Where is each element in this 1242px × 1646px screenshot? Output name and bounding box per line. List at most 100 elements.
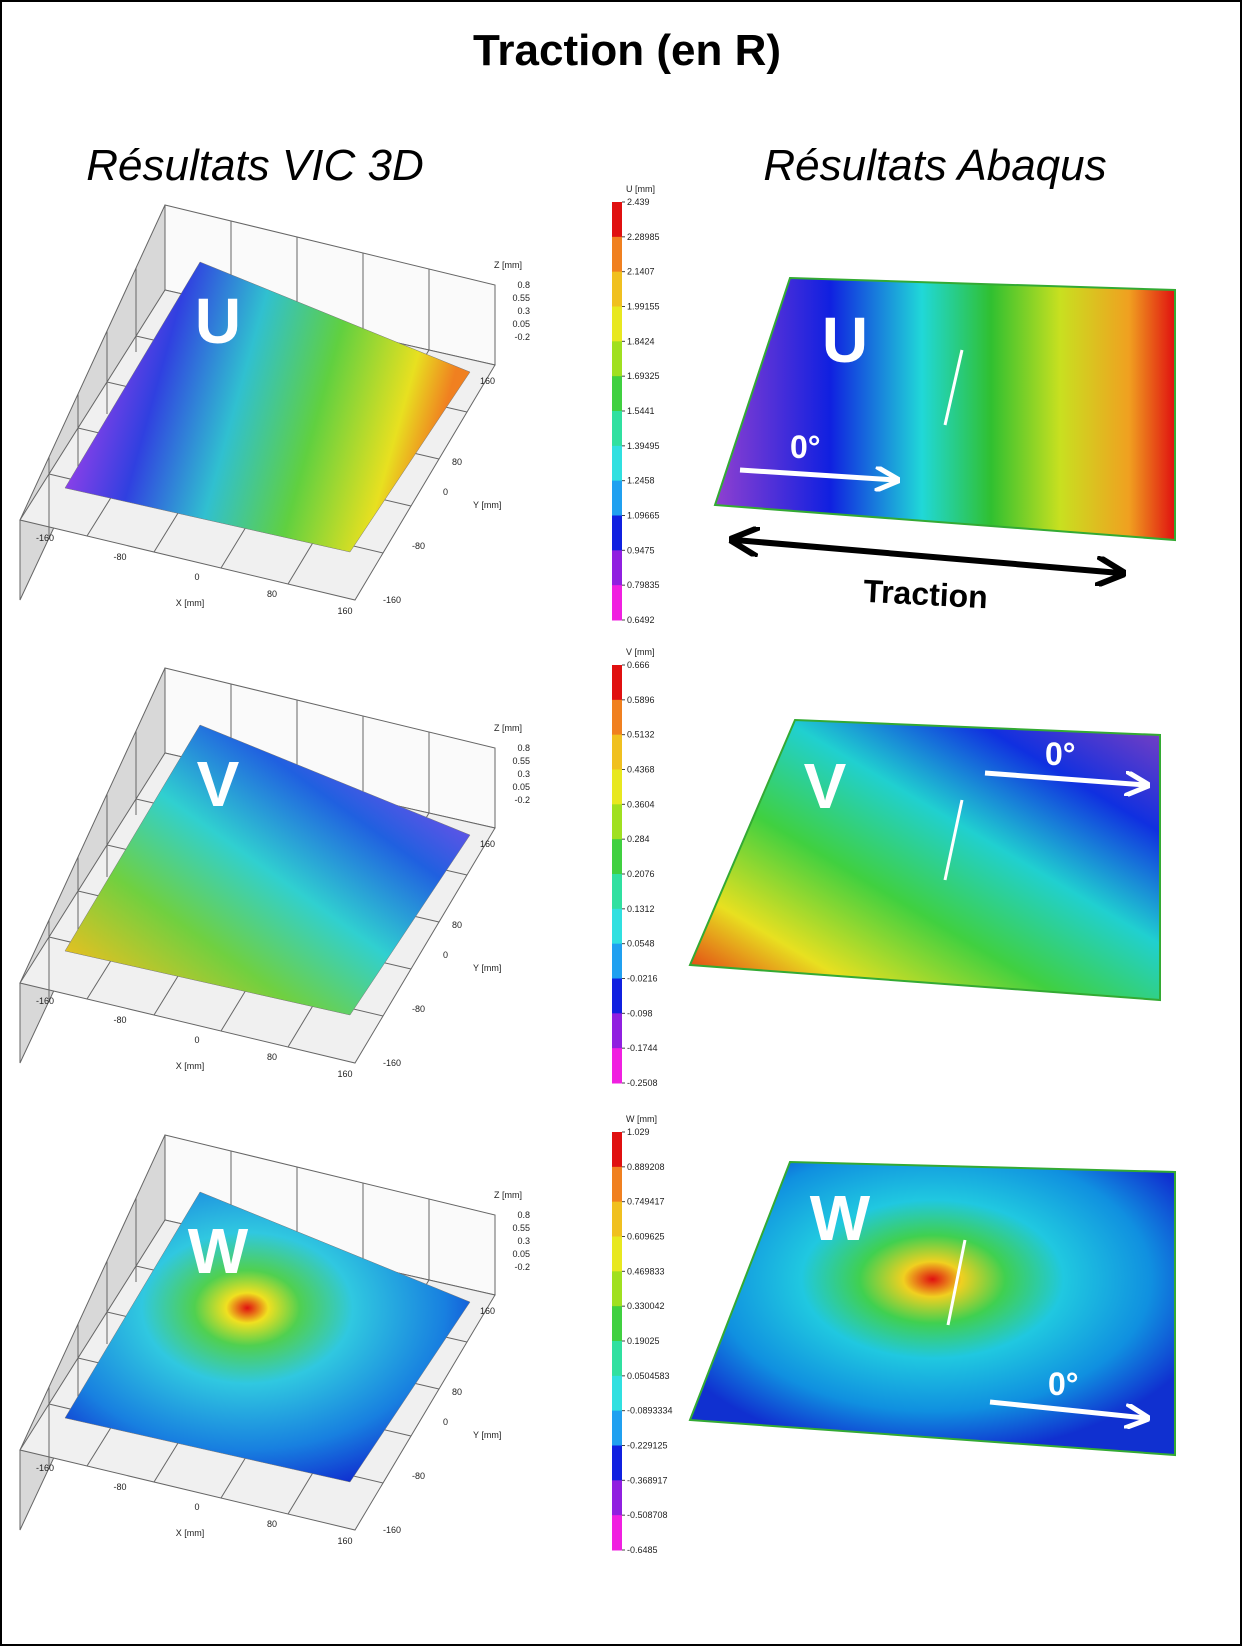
x-tick-label: -80 bbox=[113, 552, 126, 562]
abaqus-plate bbox=[688, 1160, 1176, 1457]
colorbar-tick-label: -0.368917 bbox=[627, 1475, 668, 1485]
axis-title: X [mm] bbox=[176, 1528, 205, 1538]
z-tick-label: 0.55 bbox=[512, 1223, 530, 1233]
crack bbox=[943, 799, 964, 881]
colorbar-band bbox=[612, 908, 622, 945]
y-tick-label: 80 bbox=[452, 1387, 462, 1397]
y-tick-label: -160 bbox=[383, 1525, 401, 1535]
colorbar-band bbox=[612, 1515, 622, 1551]
colorbar-title: W [mm] bbox=[626, 1114, 657, 1124]
colorbar-band bbox=[612, 943, 622, 979]
axis-title: X [mm] bbox=[176, 598, 205, 608]
colorbar-band bbox=[612, 1306, 622, 1342]
abaqus-plate bbox=[713, 276, 1176, 542]
colorbar-band bbox=[612, 734, 622, 770]
colorbar-tick-label: 1.69325 bbox=[627, 371, 660, 381]
vic-label: W bbox=[188, 1215, 249, 1287]
colorbar-band bbox=[612, 585, 622, 621]
y-tick-label: -80 bbox=[412, 1004, 425, 1014]
colorbar-tick-label: -0.0893334 bbox=[627, 1406, 673, 1416]
colorbar-band bbox=[612, 804, 622, 840]
x-tick-label: 80 bbox=[267, 1519, 277, 1529]
colorbar-tick-label: 1.09665 bbox=[627, 511, 660, 521]
colorbar-band bbox=[612, 1375, 622, 1412]
colorbar-tick-label: 1.2458 bbox=[627, 476, 655, 486]
axis-title: Z [mm] bbox=[494, 723, 522, 733]
angle-label: 0° bbox=[790, 429, 821, 465]
z-tick-label: 0.05 bbox=[512, 1249, 530, 1259]
colorbar-tick-label: -0.2508 bbox=[627, 1078, 658, 1088]
colorbar-band bbox=[612, 1445, 622, 1481]
z-tick-label: 0.8 bbox=[517, 280, 530, 290]
colorbar-band bbox=[612, 515, 622, 551]
colorbar-tick-label: 0.5132 bbox=[627, 730, 655, 740]
vic-surface bbox=[64, 724, 471, 1016]
z-tick-label: -0.2 bbox=[514, 332, 530, 342]
colorbar-band bbox=[612, 978, 622, 1014]
x-tick-label: 80 bbox=[267, 589, 277, 599]
abaqus-plate bbox=[688, 718, 1161, 1002]
colorbar-tick-label: 2.28985 bbox=[627, 232, 660, 242]
colorbar-tick-label: 0.2076 bbox=[627, 869, 655, 879]
colorbar-tick-label: 0.6492 bbox=[627, 615, 655, 625]
axis-title: X [mm] bbox=[176, 1061, 205, 1071]
colorbar-tick-label: 0.9475 bbox=[627, 545, 655, 555]
colorbar-tick-label: -0.229125 bbox=[627, 1441, 668, 1451]
colorbar-tick-label: 2.439 bbox=[627, 197, 650, 207]
colorbar-band bbox=[612, 1048, 622, 1084]
panel-row: W Z [mm] 0.8 0.55 0.3 0.05 -0.2 160 80 0 -80 -160 Y … bbox=[19, 1114, 673, 1555]
abaqus-label: V bbox=[804, 750, 847, 822]
colorbar-band bbox=[612, 769, 622, 805]
traction-arrow bbox=[735, 540, 1120, 573]
traction-label: Traction bbox=[862, 573, 988, 615]
y-tick-label: -160 bbox=[383, 595, 401, 605]
colorbar-band bbox=[612, 1341, 622, 1377]
y-tick-label: 0 bbox=[443, 487, 448, 497]
colorbar-title: V [mm] bbox=[626, 647, 655, 657]
colorbar-band bbox=[612, 1166, 622, 1203]
colorbar-tick-label: 1.99155 bbox=[627, 302, 660, 312]
direction-arrow bbox=[739, 470, 895, 480]
colorbar-tick-label: -0.1744 bbox=[627, 1043, 658, 1053]
colorbar-tick-label: -0.6485 bbox=[627, 1545, 658, 1555]
colorbar-band bbox=[612, 1013, 622, 1049]
colorbar-tick-label: 0.3604 bbox=[627, 799, 655, 809]
z-tick-label: 0.3 bbox=[517, 1236, 530, 1246]
x-tick-label: 160 bbox=[337, 606, 352, 616]
colorbar-tick-label: 0.1312 bbox=[627, 904, 655, 914]
colorbar-band bbox=[612, 411, 622, 447]
y-tick-label: 0 bbox=[443, 950, 448, 960]
y-tick-label: -160 bbox=[383, 1058, 401, 1068]
vic-label: V bbox=[197, 748, 240, 820]
colorbar-tick-label: 0.469833 bbox=[627, 1266, 665, 1276]
axis-title: Z [mm] bbox=[494, 260, 522, 270]
x-tick-label: 0 bbox=[194, 1502, 199, 1512]
abaqus-label: U bbox=[822, 304, 868, 376]
x-tick-label: 80 bbox=[267, 1052, 277, 1062]
x-tick-label: 160 bbox=[337, 1536, 352, 1546]
x-tick-label: 0 bbox=[194, 572, 199, 582]
z-tick-label: 0.8 bbox=[517, 743, 530, 753]
x-tick-label: -160 bbox=[36, 533, 54, 543]
z-tick-label: 0.3 bbox=[517, 306, 530, 316]
axis-title: Y [mm] bbox=[473, 500, 501, 510]
x-tick-label: -160 bbox=[36, 1463, 54, 1473]
colorbar-title: U [mm] bbox=[626, 184, 655, 194]
colorbar-band bbox=[612, 306, 622, 342]
x-tick-label: 0 bbox=[194, 1035, 199, 1045]
x-tick-label: -80 bbox=[113, 1015, 126, 1025]
title: Traction (en R) bbox=[473, 26, 781, 75]
colorbar-tick-label: 1.029 bbox=[627, 1127, 650, 1137]
colorbar-band bbox=[612, 480, 622, 516]
colorbar-band bbox=[612, 1410, 622, 1446]
vic-surface bbox=[64, 1191, 471, 1483]
y-tick-label: 80 bbox=[452, 457, 462, 467]
z-tick-label: 0.55 bbox=[512, 756, 530, 766]
x-tick-label: -160 bbox=[36, 996, 54, 1006]
colorbar-tick-label: 0.5896 bbox=[627, 695, 655, 705]
axis-title: Z [mm] bbox=[494, 1190, 522, 1200]
abaqus-label: W bbox=[810, 1182, 871, 1254]
colorbar-tick-label: 0.666 bbox=[627, 660, 650, 670]
direction-arrow bbox=[984, 770, 1145, 785]
y-tick-label: 160 bbox=[480, 376, 495, 386]
